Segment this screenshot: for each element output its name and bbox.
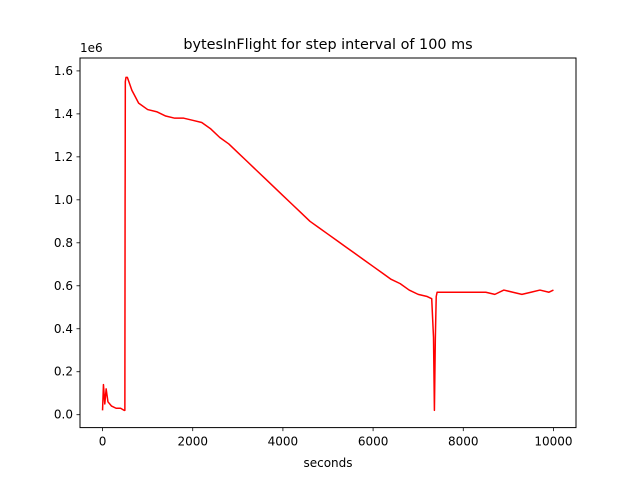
x-tick-label: 10000	[534, 435, 572, 449]
y-offset-label: 1e6	[80, 41, 103, 55]
y-axis-ticks: 0.0 0.2 0.4 0.6 0.8 1.0 1.2 1.4 1.6	[54, 64, 80, 422]
y-tick-label: 1.0	[54, 193, 73, 207]
y-tick-label: 0.8	[54, 236, 73, 250]
x-tick-label: 8000	[448, 435, 479, 449]
y-tick-label: 0.0	[54, 408, 73, 422]
y-tick-label: 0.6	[54, 279, 73, 293]
x-tick-label: 4000	[268, 435, 299, 449]
y-tick-label: 1.2	[54, 150, 73, 164]
chart-title: bytesInFlight for step interval of 100 m…	[183, 37, 472, 53]
series-line-0	[101, 76, 554, 412]
y-tick-label: 0.2	[54, 365, 73, 379]
x-tick-label: 6000	[358, 435, 389, 449]
series-layer	[101, 76, 554, 412]
y-tick-label: 0.4	[54, 322, 73, 336]
x-axis-title: seconds	[303, 456, 352, 470]
y-tick-label: 1.6	[54, 64, 73, 78]
y-tick-label: 1.4	[54, 107, 73, 121]
x-tick-label: 0	[99, 435, 107, 449]
x-tick-label: 2000	[177, 435, 208, 449]
x-axis-ticks: 0 2000 4000 6000 8000 10000	[99, 427, 573, 449]
